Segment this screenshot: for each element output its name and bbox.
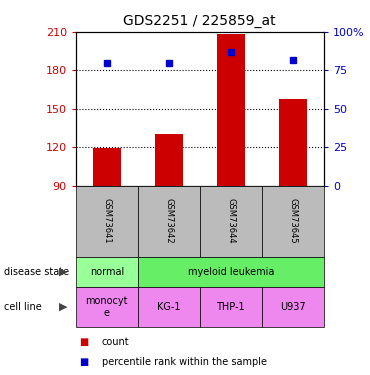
Text: normal: normal	[90, 267, 124, 277]
Text: ■: ■	[80, 357, 89, 368]
Text: THP-1: THP-1	[216, 302, 245, 312]
Bar	[93, 148, 121, 186]
Text: GSM73641: GSM73641	[102, 198, 111, 244]
Text: U937: U937	[280, 302, 306, 312]
Bar	[279, 99, 307, 186]
Text: KG-1: KG-1	[157, 302, 181, 312]
Text: count: count	[102, 338, 130, 348]
Text: cell line: cell line	[4, 302, 41, 312]
Bar	[155, 134, 183, 186]
Text: ▶: ▶	[59, 267, 68, 277]
Text: GSM73642: GSM73642	[164, 198, 173, 244]
Text: monocyt
e: monocyt e	[85, 296, 128, 318]
Text: ■: ■	[80, 338, 89, 348]
Text: percentile rank within the sample: percentile rank within the sample	[102, 357, 267, 368]
Bar	[217, 34, 245, 186]
Text: ▶: ▶	[59, 302, 68, 312]
Text: disease state: disease state	[4, 267, 69, 277]
Text: GSM73645: GSM73645	[288, 198, 297, 244]
Title: GDS2251 / 225859_at: GDS2251 / 225859_at	[124, 14, 276, 28]
Text: GSM73644: GSM73644	[226, 198, 235, 244]
Text: myeloid leukemia: myeloid leukemia	[188, 267, 274, 277]
